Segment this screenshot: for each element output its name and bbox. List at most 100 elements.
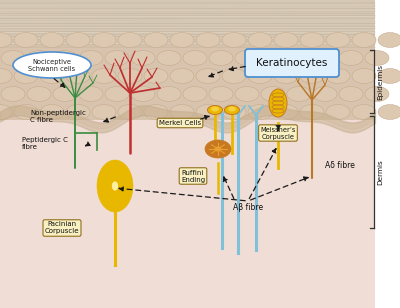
Ellipse shape — [208, 106, 222, 115]
Ellipse shape — [313, 51, 337, 66]
Ellipse shape — [40, 33, 64, 47]
Ellipse shape — [66, 33, 90, 47]
Ellipse shape — [224, 106, 240, 115]
Ellipse shape — [378, 68, 400, 83]
Ellipse shape — [300, 104, 324, 120]
Ellipse shape — [100, 164, 130, 208]
Ellipse shape — [144, 68, 168, 83]
Text: Keratinocytes: Keratinocytes — [256, 58, 328, 68]
Ellipse shape — [118, 104, 142, 120]
Ellipse shape — [103, 169, 127, 203]
Bar — [0, 120, 375, 308]
Ellipse shape — [14, 33, 38, 47]
Ellipse shape — [209, 87, 233, 102]
Ellipse shape — [66, 68, 90, 83]
Ellipse shape — [66, 104, 90, 120]
Ellipse shape — [222, 33, 246, 47]
Ellipse shape — [248, 68, 272, 83]
Ellipse shape — [269, 89, 287, 117]
Ellipse shape — [118, 68, 142, 83]
Ellipse shape — [326, 33, 350, 47]
Ellipse shape — [352, 68, 376, 83]
Ellipse shape — [222, 68, 246, 83]
Ellipse shape — [339, 87, 363, 102]
Ellipse shape — [144, 33, 168, 47]
Ellipse shape — [157, 87, 181, 102]
Ellipse shape — [109, 177, 121, 195]
Ellipse shape — [287, 87, 311, 102]
Text: Epidermis: Epidermis — [377, 63, 383, 99]
FancyBboxPatch shape — [245, 49, 339, 77]
Ellipse shape — [274, 104, 298, 120]
Ellipse shape — [339, 51, 363, 66]
Bar — [0, 0, 375, 50]
Ellipse shape — [112, 182, 118, 190]
Ellipse shape — [196, 33, 220, 47]
Ellipse shape — [209, 51, 233, 66]
Ellipse shape — [170, 33, 194, 47]
Ellipse shape — [274, 33, 298, 47]
Ellipse shape — [235, 87, 259, 102]
Ellipse shape — [131, 51, 155, 66]
Ellipse shape — [1, 87, 25, 102]
Text: Dermis: Dermis — [377, 159, 383, 185]
Ellipse shape — [183, 51, 207, 66]
Ellipse shape — [300, 33, 324, 47]
Ellipse shape — [112, 181, 118, 191]
Ellipse shape — [13, 52, 91, 78]
Ellipse shape — [105, 87, 129, 102]
Ellipse shape — [1, 51, 25, 66]
Ellipse shape — [0, 33, 12, 47]
Ellipse shape — [27, 87, 51, 102]
Ellipse shape — [92, 68, 116, 83]
Ellipse shape — [287, 51, 311, 66]
Ellipse shape — [261, 51, 285, 66]
Text: Ruffini
Ending: Ruffini Ending — [181, 169, 205, 183]
Ellipse shape — [27, 51, 51, 66]
Ellipse shape — [196, 104, 220, 120]
Ellipse shape — [92, 33, 116, 47]
Ellipse shape — [352, 104, 376, 120]
Ellipse shape — [378, 33, 400, 47]
Ellipse shape — [79, 87, 103, 102]
Ellipse shape — [79, 51, 103, 66]
Ellipse shape — [183, 87, 207, 102]
Ellipse shape — [53, 51, 77, 66]
Text: Aδ fibre: Aδ fibre — [325, 160, 355, 169]
Ellipse shape — [14, 68, 38, 83]
Ellipse shape — [0, 104, 12, 120]
Text: Meissner’s
Corpuscle: Meissner’s Corpuscle — [260, 127, 296, 140]
Ellipse shape — [211, 107, 219, 111]
Text: Pacinian
Corpuscle: Pacinian Corpuscle — [45, 221, 79, 234]
Ellipse shape — [170, 104, 194, 120]
Ellipse shape — [228, 107, 236, 111]
Text: Non-peptidergic
C fibre: Non-peptidergic C fibre — [30, 110, 86, 123]
Ellipse shape — [222, 104, 246, 120]
Ellipse shape — [144, 104, 168, 120]
Ellipse shape — [300, 68, 324, 83]
Ellipse shape — [40, 104, 64, 120]
Ellipse shape — [352, 33, 376, 47]
Ellipse shape — [326, 68, 350, 83]
Ellipse shape — [313, 87, 337, 102]
Text: Peptidergic C
fibre: Peptidergic C fibre — [22, 136, 68, 149]
Ellipse shape — [157, 51, 181, 66]
Ellipse shape — [365, 87, 389, 102]
Ellipse shape — [0, 68, 12, 83]
Text: Merkel Cells: Merkel Cells — [159, 120, 201, 126]
Ellipse shape — [131, 87, 155, 102]
Text: Aβ fibre: Aβ fibre — [233, 204, 263, 213]
Ellipse shape — [196, 68, 220, 83]
Ellipse shape — [53, 87, 77, 102]
Ellipse shape — [40, 68, 64, 83]
Ellipse shape — [92, 104, 116, 120]
Ellipse shape — [326, 104, 350, 120]
Ellipse shape — [118, 33, 142, 47]
Ellipse shape — [365, 51, 389, 66]
Ellipse shape — [274, 68, 298, 83]
Ellipse shape — [97, 160, 133, 212]
Ellipse shape — [261, 87, 285, 102]
Ellipse shape — [105, 51, 129, 66]
Ellipse shape — [106, 173, 124, 199]
Ellipse shape — [214, 147, 222, 152]
